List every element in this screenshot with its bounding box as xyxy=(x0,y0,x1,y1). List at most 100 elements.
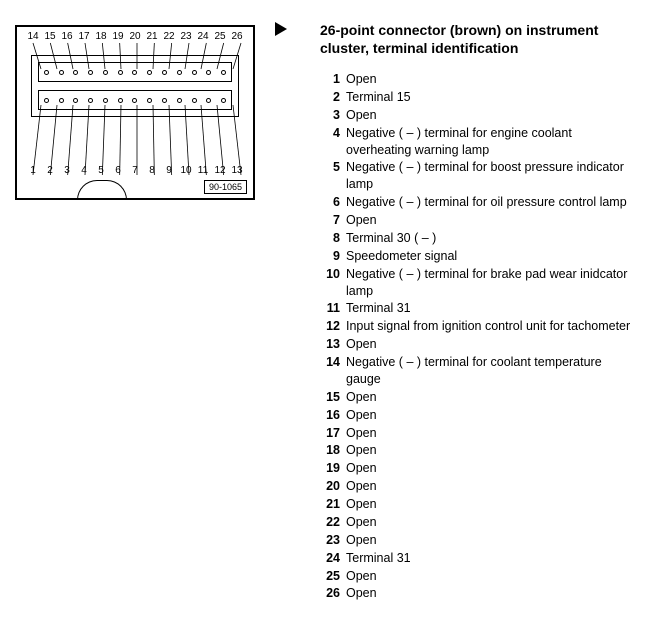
pin-number: 6 xyxy=(320,194,346,211)
pin-number: 20 xyxy=(320,478,346,495)
pin-number: 1 xyxy=(320,71,346,88)
pin-row: 2Terminal 15 xyxy=(320,89,639,106)
pin-number: 3 xyxy=(320,107,346,124)
pin-row: 11Terminal 31 xyxy=(320,300,639,317)
connector-shell xyxy=(31,55,239,117)
pin-label: 21 xyxy=(144,31,160,42)
pin-number: 18 xyxy=(320,442,346,459)
pin-label: 6 xyxy=(110,165,126,176)
pin-dot xyxy=(177,70,182,75)
pin-row: 6Negative ( – ) terminal for oil pressur… xyxy=(320,194,639,211)
pin-dot xyxy=(162,98,167,103)
pin-dot xyxy=(192,70,197,75)
pin-label: 9 xyxy=(161,165,177,176)
top-pin-labels: 14151617181920212223242526 xyxy=(25,31,245,42)
pin-number: 8 xyxy=(320,230,346,247)
pin-label: 4 xyxy=(76,165,92,176)
pin-row: 23Open xyxy=(320,532,639,549)
pin-dot xyxy=(147,98,152,103)
pin-label: 13 xyxy=(229,165,245,176)
pin-row: 17Open xyxy=(320,425,639,442)
pointer-triangle-icon xyxy=(275,22,287,36)
pin-description: Open xyxy=(346,389,639,406)
pin-row: 25Open xyxy=(320,568,639,585)
pin-dot xyxy=(118,98,123,103)
pin-description: Negative ( – ) terminal for oil pressure… xyxy=(346,194,639,211)
pin-number: 24 xyxy=(320,550,346,567)
pin-description: Input signal from ignition control unit … xyxy=(346,318,639,335)
pin-row: 15Open xyxy=(320,389,639,406)
pin-dot xyxy=(132,98,137,103)
pin-description: Open xyxy=(346,478,639,495)
pin-label: 24 xyxy=(195,31,211,42)
pin-number: 19 xyxy=(320,460,346,477)
pin-row: 5Negative ( – ) terminal for boost press… xyxy=(320,159,639,193)
pin-label: 8 xyxy=(144,165,160,176)
pin-dot xyxy=(192,98,197,103)
pin-row: 20Open xyxy=(320,478,639,495)
pin-description: Open xyxy=(346,496,639,513)
pin-row: 13Open xyxy=(320,336,639,353)
pin-description: Open xyxy=(346,460,639,477)
pin-description: Terminal 30 ( – ) xyxy=(346,230,639,247)
pin-dot xyxy=(147,70,152,75)
page-container: 14151617181920212223242526 1234567891011… xyxy=(0,0,649,623)
pin-label: 12 xyxy=(212,165,228,176)
pin-description: Open xyxy=(346,107,639,124)
pin-row: 19Open xyxy=(320,460,639,477)
diagram-column: 14151617181920212223242526 1234567891011… xyxy=(10,20,270,603)
pin-dot xyxy=(118,70,123,75)
pin-number: 14 xyxy=(320,354,346,388)
pin-label: 10 xyxy=(178,165,194,176)
pin-label: 18 xyxy=(93,31,109,42)
pin-label: 20 xyxy=(127,31,143,42)
pin-dot xyxy=(132,70,137,75)
pin-dot xyxy=(221,70,226,75)
pin-row: 24Terminal 31 xyxy=(320,550,639,567)
pin-number: 17 xyxy=(320,425,346,442)
pin-label: 2 xyxy=(42,165,58,176)
pin-description: Negative ( – ) terminal for brake pad we… xyxy=(346,266,639,300)
pin-number: 23 xyxy=(320,532,346,549)
pin-label: 16 xyxy=(59,31,75,42)
pin-number: 26 xyxy=(320,585,346,602)
pin-number: 13 xyxy=(320,336,346,353)
pin-description: Open xyxy=(346,585,639,602)
pin-description: Open xyxy=(346,442,639,459)
pin-label: 7 xyxy=(127,165,143,176)
pin-dot xyxy=(162,70,167,75)
pin-label: 26 xyxy=(229,31,245,42)
pin-description: Negative ( – ) terminal for coolant temp… xyxy=(346,354,639,388)
text-column: 26-point connector (brown) on instrument… xyxy=(270,20,639,603)
pin-list: 1Open2Terminal 153Open4Negative ( – ) te… xyxy=(320,71,639,602)
pin-dot xyxy=(59,70,64,75)
pin-label: 23 xyxy=(178,31,194,42)
pin-dot xyxy=(44,70,49,75)
pin-row: 8Terminal 30 ( – ) xyxy=(320,230,639,247)
bottom-pin-labels: 12345678910111213 xyxy=(25,165,245,176)
pin-row: 26Open xyxy=(320,585,639,602)
pin-description: Open xyxy=(346,407,639,424)
pin-description: Open xyxy=(346,336,639,353)
pin-description: Open xyxy=(346,71,639,88)
pin-description: Open xyxy=(346,532,639,549)
pin-description: Negative ( – ) terminal for engine coola… xyxy=(346,125,639,159)
pin-label: 22 xyxy=(161,31,177,42)
pin-description: Open xyxy=(346,425,639,442)
pin-row: 1Open xyxy=(320,71,639,88)
pin-row: 21Open xyxy=(320,496,639,513)
pin-description: Terminal 15 xyxy=(346,89,639,106)
pin-dot xyxy=(206,70,211,75)
pin-label: 19 xyxy=(110,31,126,42)
pin-row: 18Open xyxy=(320,442,639,459)
pin-label: 5 xyxy=(93,165,109,176)
pin-row: 10Negative ( – ) terminal for brake pad … xyxy=(320,266,639,300)
pin-description: Open xyxy=(346,568,639,585)
pin-label: 11 xyxy=(195,165,211,176)
pin-strip-bottom xyxy=(38,90,232,110)
pin-dot xyxy=(73,98,78,103)
pin-description: Open xyxy=(346,514,639,531)
pin-description: Terminal 31 xyxy=(346,300,639,317)
pin-dot xyxy=(44,98,49,103)
pin-number: 16 xyxy=(320,407,346,424)
